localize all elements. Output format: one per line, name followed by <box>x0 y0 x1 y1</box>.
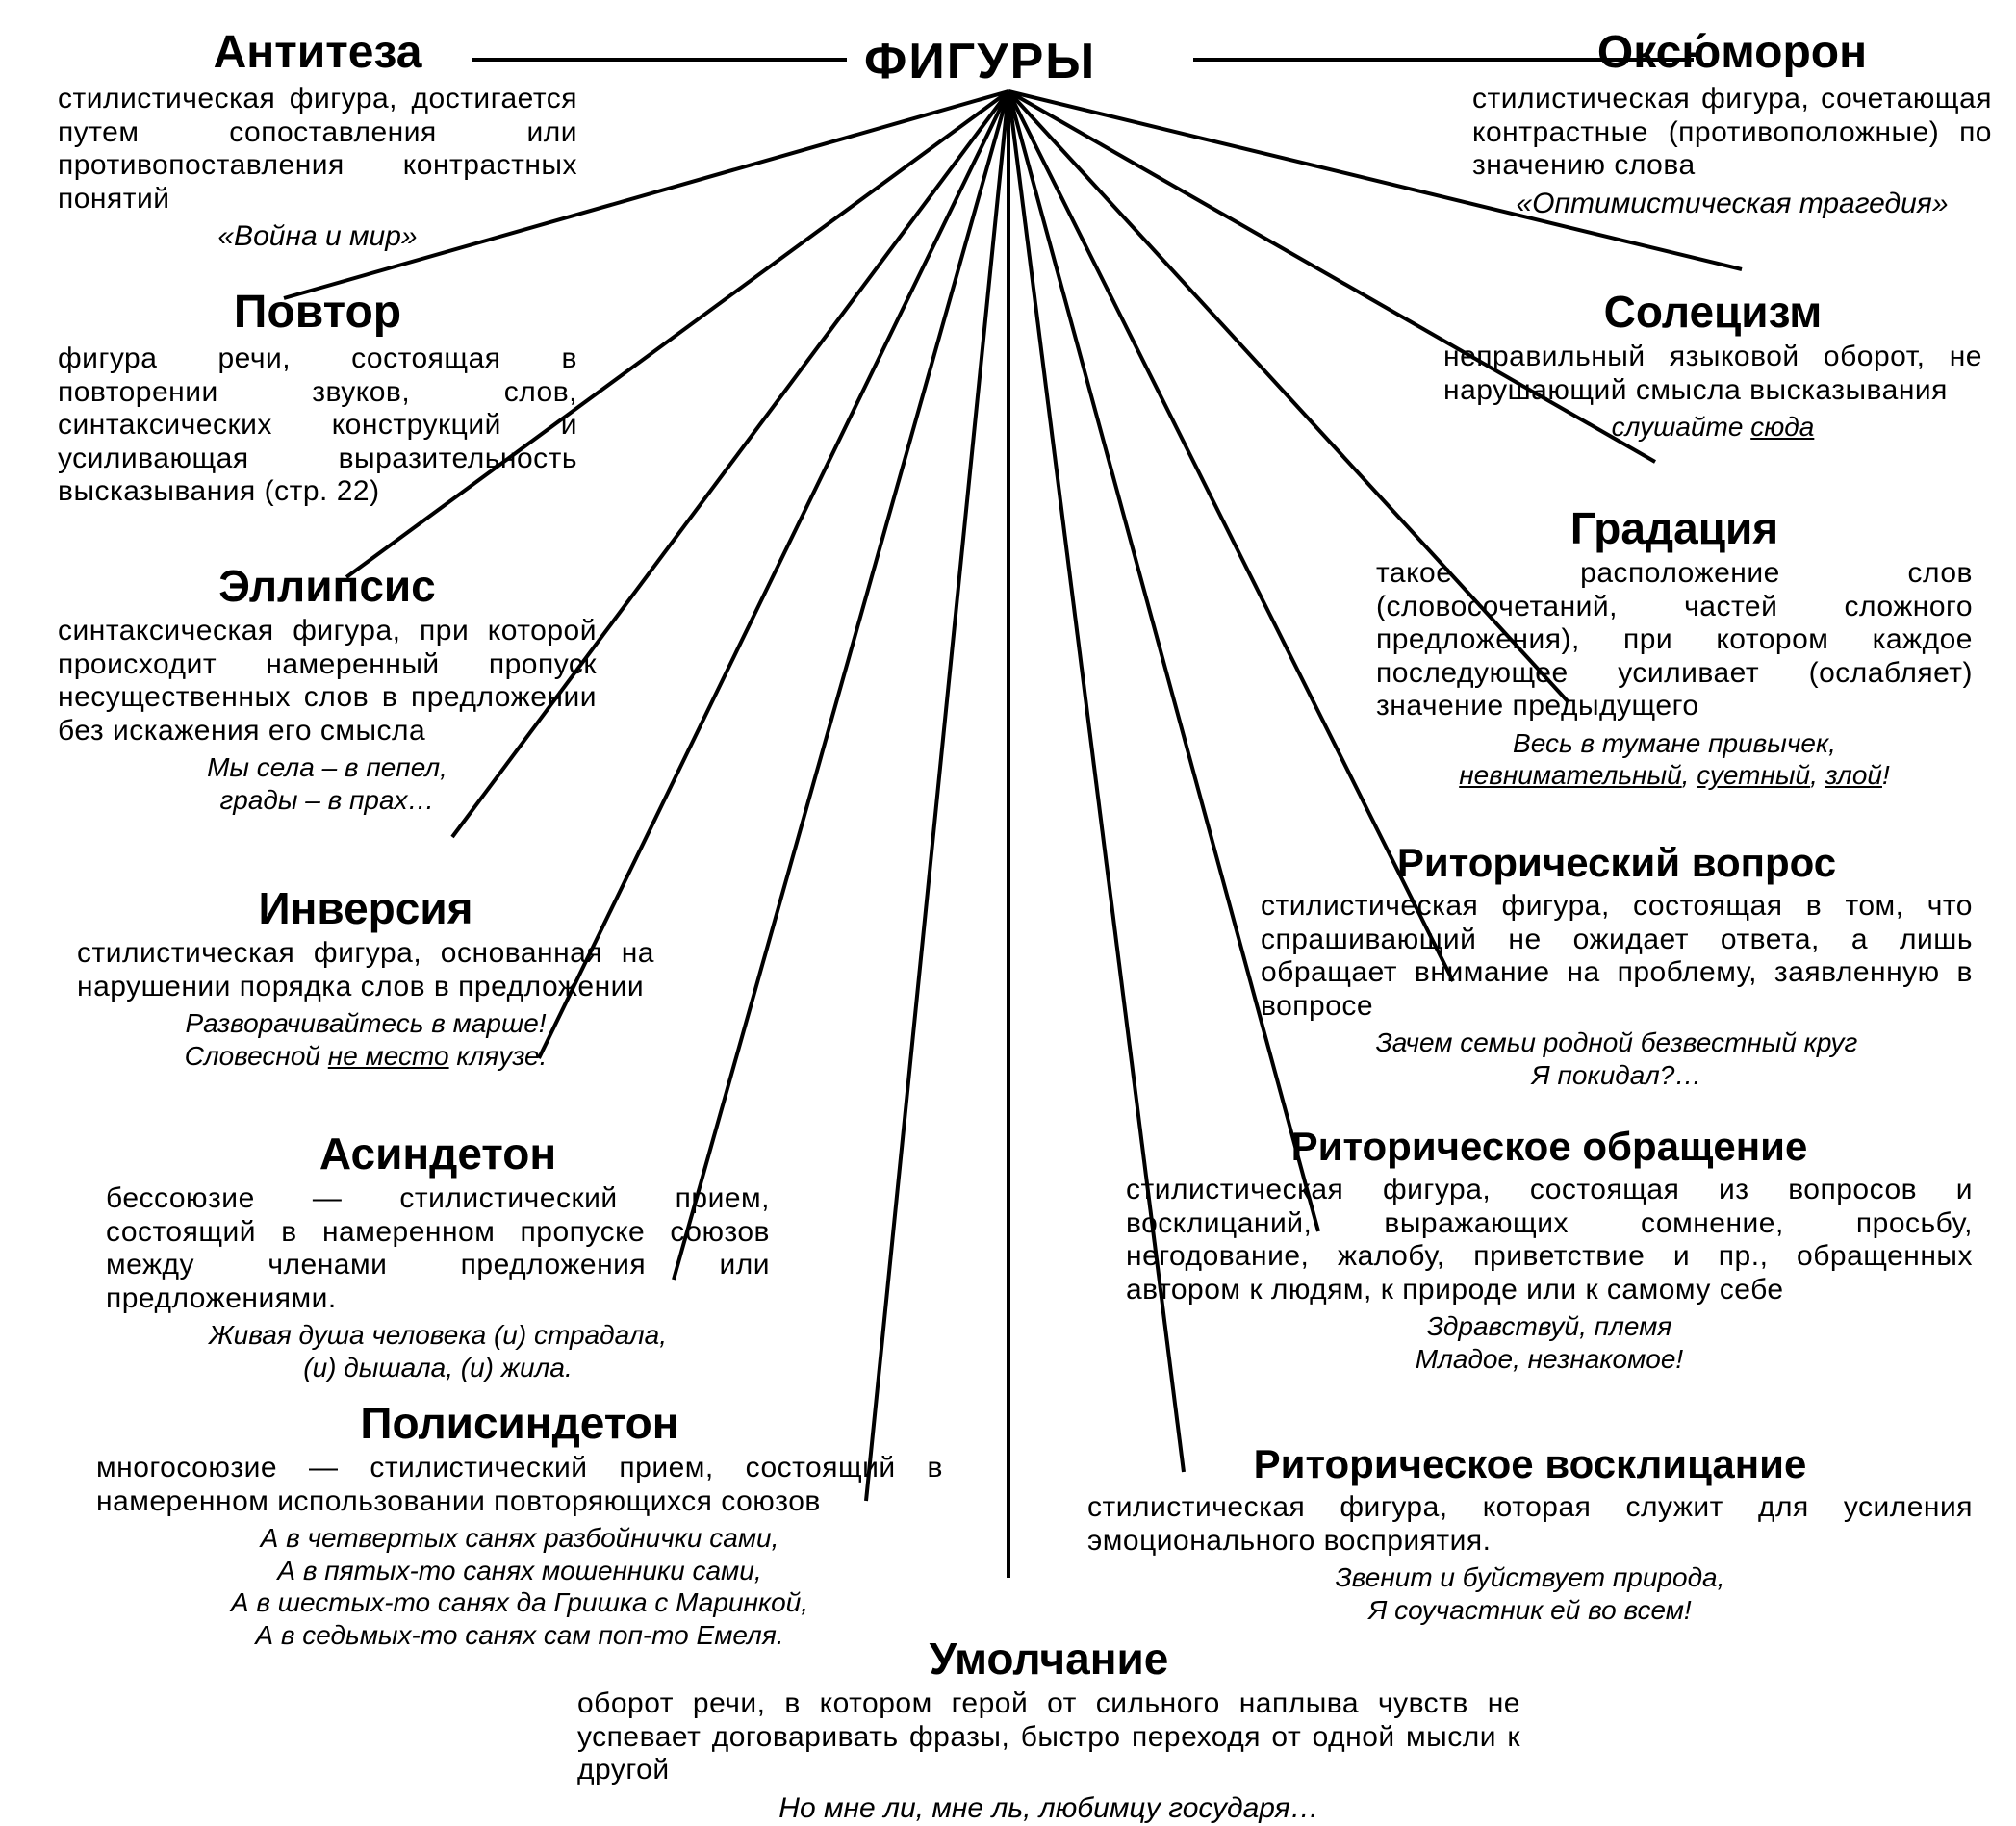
entry-example-polisindeton: А в четвертых санях разбойнички сами,А в… <box>96 1522 943 1651</box>
entry-example-antiteza: «Война и мир» <box>58 219 577 254</box>
entry-name-asindeton: Асиндетон <box>106 1130 770 1177</box>
entry-definition-ritoricheskoe_obrashchenie: стилистическая фигура, состоящая из вопр… <box>1126 1174 1973 1306</box>
entry-asindeton: Асиндетон бессоюзие — стилистический прие… <box>106 1130 770 1383</box>
entry-gradacia: Градация такое расположение слов (словосо… <box>1376 505 1973 792</box>
entry-example-ritoricheskoe_obrashchenie: Здравствуй, племяМладое, незнакомое! <box>1126 1310 1973 1375</box>
entry-name-oksyumoron: Оксю́морон <box>1472 29 1992 77</box>
ray-4 <box>674 91 1008 1280</box>
entry-definition-polisindeton: многосоюзие — стилистический прием, сост… <box>96 1452 943 1518</box>
entry-ritoricheskiy_vopros: Риторический вопрос стилистическая фигура… <box>1261 842 1973 1091</box>
entry-name-antiteza: Антитеза <box>58 29 577 77</box>
entry-name-ellipsis: Эллипсис <box>58 563 597 609</box>
entry-definition-povtor: фигура речи, состоящая в повторении звук… <box>58 342 577 509</box>
entry-name-ritoricheskoe_vosklicanie: Риторическое восклицание <box>1087 1443 1973 1485</box>
entry-example-ritoricheskoe_vosklicanie: Звенит и буйствует природа,Я соучастник … <box>1087 1561 1973 1626</box>
entry-name-inversia: Инверсия <box>77 885 654 931</box>
entry-name-polisindeton: Полисиндетон <box>96 1400 943 1446</box>
entry-name-ritoricheskiy_vopros: Риторический вопрос <box>1261 842 1973 884</box>
entry-name-umolchanie: Умолчание <box>577 1636 1520 1682</box>
entry-example-asindeton: Живая душа человека (и) страдала,(и) дыш… <box>106 1319 770 1383</box>
entry-umolchanie: Умолчание оборот речи, в котором герой от… <box>577 1636 1520 1826</box>
entry-definition-ritoricheskoe_vosklicanie: стилистическая фигура, которая служит дл… <box>1087 1491 1973 1558</box>
entry-solecizm: Солецизм неправильный языковой оборот, не… <box>1443 289 1982 444</box>
entry-polisindeton: Полисиндетон многосоюзие — стилистический… <box>96 1400 943 1652</box>
entry-antiteza: Антитеза стилистическая фигура, достигает… <box>58 29 577 254</box>
entry-example-gradacia: Весь в тумане привычек,невнимательный, с… <box>1376 727 1973 792</box>
entry-ritoricheskoe_obrashchenie: Риторическое обращение стилистическая фиг… <box>1126 1126 1973 1375</box>
entry-definition-ritoricheskiy_vopros: стилистическая фигура, состоящая в том, … <box>1261 890 1973 1023</box>
entry-definition-oksyumoron: стилистическая фигура, сочетающая контра… <box>1472 83 1992 183</box>
entry-definition-gradacia: такое расположение слов (словосочетаний,… <box>1376 557 1973 723</box>
entry-definition-solecizm: неправильный языковой оборот, не нарушаю… <box>1443 341 1982 407</box>
entry-inversia: Инверсия стилистическая фигура, основанна… <box>77 885 654 1072</box>
ray-5 <box>866 91 1008 1501</box>
entry-example-umolchanie: Но мне ли, мне ль, любимцу государя… <box>577 1791 1520 1826</box>
entry-oksyumoron: Оксю́морон стилистическая фигура, сочетаю… <box>1472 29 1992 221</box>
entry-definition-inversia: стилистическая фигура, основанная на нар… <box>77 937 654 1003</box>
entry-example-oksyumoron: «Оптимистическая трагедия» <box>1472 187 1992 221</box>
entry-name-solecizm: Солецизм <box>1443 289 1982 335</box>
entry-ritoricheskoe_vosklicanie: Риторическое восклицание стилистическая ф… <box>1087 1443 1973 1626</box>
entry-definition-antiteza: стилистическая фигура, достигается путем… <box>58 83 577 216</box>
entry-ellipsis: Эллипсис синтаксическая фигура, при котор… <box>58 563 597 816</box>
entry-name-povtor: Повтор <box>58 289 577 337</box>
entry-example-inversia: Разворачивайтесь в марше!Словесной не ме… <box>77 1007 654 1072</box>
entry-name-gradacia: Градация <box>1376 505 1973 551</box>
entry-definition-ellipsis: синтаксическая фигура, при которой проис… <box>58 615 597 748</box>
entry-example-ellipsis: Мы села – в пепел,грады – в прах… <box>58 751 597 816</box>
center-title: ФИГУРЫ <box>864 33 1096 90</box>
entry-povtor: Повтор фигура речи, состоящая в повторени… <box>58 289 577 509</box>
entry-definition-asindeton: бессоюзие — стилистический прием, состоя… <box>106 1182 770 1315</box>
entry-example-ritoricheskiy_vopros: Зачем семьи родной безвестный кругЯ поки… <box>1261 1027 1973 1091</box>
entry-name-ritoricheskoe_obrashchenie: Риторическое обращение <box>1126 1126 1973 1168</box>
entry-example-solecizm: слушайте сюда <box>1443 411 1982 444</box>
entry-definition-umolchanie: оборот речи, в котором герой от сильного… <box>577 1687 1520 1788</box>
